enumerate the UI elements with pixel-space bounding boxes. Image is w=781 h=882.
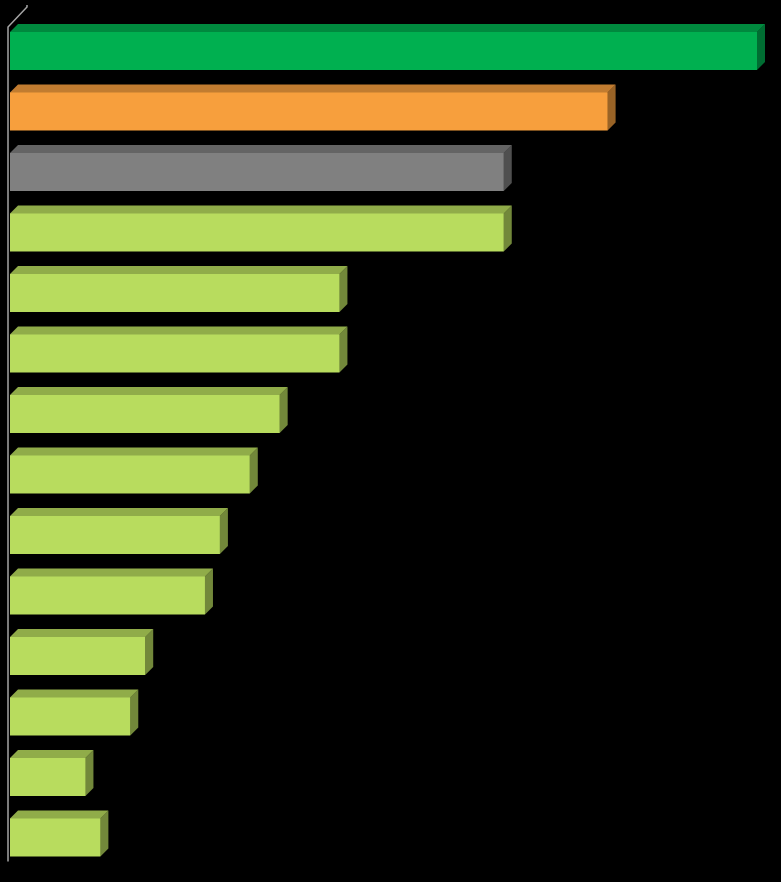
bar-front-face bbox=[10, 395, 280, 433]
bar-top-face bbox=[10, 810, 109, 819]
bar-side-face bbox=[339, 266, 348, 312]
y-axis-line bbox=[7, 5, 28, 862]
bar bbox=[10, 689, 139, 736]
bar-side-face bbox=[85, 750, 94, 796]
bar-front-face bbox=[10, 274, 340, 312]
bar bbox=[10, 508, 228, 554]
bar-front-face bbox=[10, 576, 205, 615]
bar bbox=[10, 326, 348, 373]
bar-side-face bbox=[607, 84, 616, 131]
bar-side-face bbox=[100, 810, 109, 857]
bar bbox=[10, 447, 258, 494]
bar bbox=[10, 750, 94, 796]
bar-side-face bbox=[249, 447, 258, 494]
bar bbox=[10, 84, 616, 131]
bar bbox=[10, 387, 288, 433]
bar-top-face bbox=[10, 24, 765, 32]
bar-top-face bbox=[10, 205, 512, 214]
bar bbox=[10, 629, 154, 675]
bar-top-face bbox=[10, 145, 512, 153]
bar-front-face bbox=[10, 153, 504, 191]
bar bbox=[10, 568, 213, 615]
bar-front-face bbox=[10, 697, 131, 736]
bar-side-face bbox=[503, 205, 512, 252]
bar-side-face bbox=[204, 568, 213, 615]
bar bbox=[10, 266, 348, 312]
bar-top-face bbox=[10, 84, 616, 93]
bar-front-face bbox=[10, 516, 220, 554]
bar bbox=[10, 810, 109, 857]
bar-front-face bbox=[10, 758, 86, 796]
bar-top-face bbox=[10, 750, 94, 758]
bar-side-face bbox=[279, 387, 288, 433]
bar-front-face bbox=[10, 455, 250, 494]
bars-group bbox=[10, 24, 765, 857]
y-axis bbox=[7, 5, 28, 862]
bar bbox=[10, 205, 512, 252]
bar bbox=[10, 24, 765, 70]
bar-side-face bbox=[219, 508, 228, 554]
bar-top-face bbox=[10, 447, 258, 456]
bar bbox=[10, 145, 512, 191]
bar-top-face bbox=[10, 387, 288, 395]
bar-front-face bbox=[10, 818, 101, 857]
bar-top-face bbox=[10, 629, 154, 637]
bar-front-face bbox=[10, 334, 340, 373]
bar-top-face bbox=[10, 568, 213, 577]
bar-top-face bbox=[10, 326, 348, 335]
bar-top-face bbox=[10, 266, 348, 274]
bar-side-face bbox=[757, 24, 765, 70]
bar-side-face bbox=[130, 689, 139, 736]
bar-front-face bbox=[10, 213, 504, 252]
bar-top-face bbox=[10, 508, 228, 516]
bar-front-face bbox=[10, 92, 608, 131]
bar-side-face bbox=[339, 326, 348, 373]
bar-top-face bbox=[10, 689, 139, 698]
bar-side-face bbox=[145, 629, 154, 675]
bar-front-face bbox=[10, 637, 146, 675]
bar-side-face bbox=[503, 145, 512, 191]
bar-front-face bbox=[10, 32, 757, 70]
